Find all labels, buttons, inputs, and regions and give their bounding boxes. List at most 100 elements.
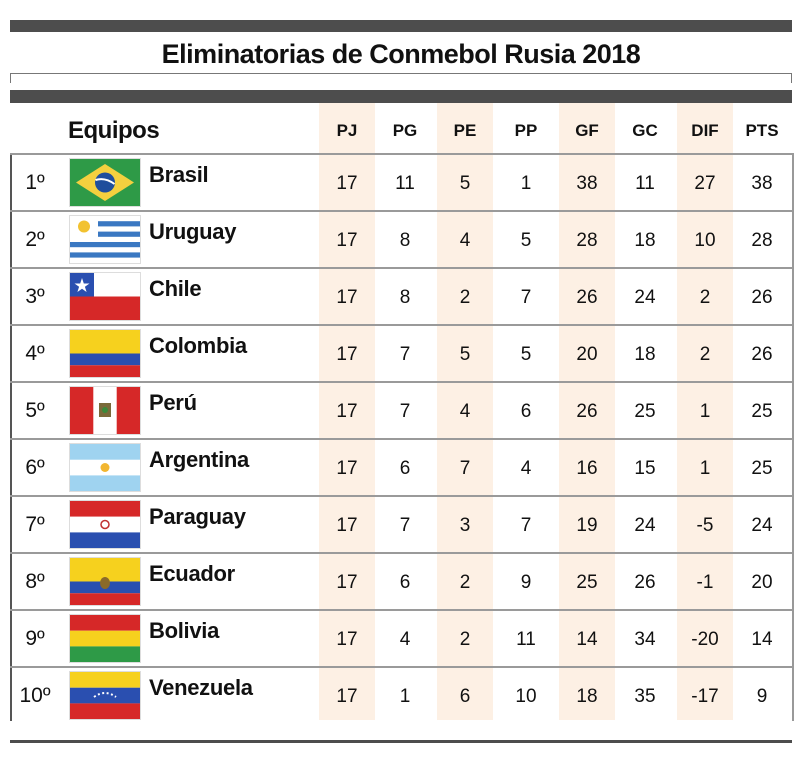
- cell-pj: 17: [336, 629, 358, 650]
- cell-gf: 14: [576, 629, 598, 650]
- bolivia-flag-icon: [70, 615, 140, 662]
- cell-gf: 26: [576, 401, 598, 422]
- table-row: 4º Colombia 17 7 5 5 20 18 2 26: [10, 324, 792, 381]
- row-divider: [10, 552, 792, 554]
- cell-gc: 15: [634, 458, 656, 479]
- table-row: 10º Venezuela 17 1 6 10 18 35 -17 9: [10, 666, 792, 723]
- row-divider: [10, 381, 792, 383]
- cell-pts: 14: [751, 629, 773, 650]
- position-rank: 2º: [25, 228, 45, 251]
- cell-pg: 11: [395, 173, 415, 194]
- row-divider: [10, 609, 792, 611]
- cell-gc: 11: [635, 173, 655, 194]
- table-row: 3º Chile 17 8 2 7 26 24 2 26: [10, 267, 792, 324]
- cell-dif: 10: [694, 230, 716, 251]
- cell-pts: 26: [751, 344, 773, 365]
- cell-gf: 28: [576, 230, 598, 251]
- cell-pts: 28: [751, 230, 773, 251]
- cell-dif: -20: [691, 629, 719, 650]
- row-divider: [10, 324, 792, 326]
- cell-pp: 4: [520, 458, 532, 479]
- cell-pe: 2: [459, 287, 471, 308]
- equipos-header: Equipos: [68, 117, 160, 144]
- column-header-gc: GC: [632, 121, 658, 140]
- team-name: Paraguay: [149, 504, 246, 529]
- cell-pg: 8: [399, 230, 411, 251]
- cell-gc: 35: [634, 686, 656, 707]
- cell-pts: 25: [751, 401, 773, 422]
- table-row: 5º Perú 17 7 4 6 26 25 1 25: [10, 381, 792, 438]
- cell-pp: 6: [520, 401, 532, 422]
- cell-gf: 20: [576, 344, 598, 365]
- column-header-dif: DIF: [691, 121, 719, 140]
- position-rank: 10º: [19, 684, 51, 707]
- position-rank: 4º: [25, 342, 45, 365]
- cell-pj: 17: [336, 287, 358, 308]
- uruguay-flag-icon: [70, 216, 140, 263]
- table-row: 9º Bolivia 17 4 2 11 14 34 -20 14: [10, 609, 792, 666]
- cell-dif: 2: [699, 287, 711, 308]
- cell-pg: 7: [399, 344, 411, 365]
- cell-gc: 24: [634, 515, 656, 536]
- cell-dif: 1: [699, 458, 711, 479]
- colombia-flag-icon: [70, 330, 140, 377]
- cell-dif: 1: [699, 401, 711, 422]
- position-rank: 7º: [25, 513, 45, 536]
- peru-flag-icon: [70, 387, 140, 434]
- cell-pe: 7: [459, 458, 471, 479]
- column-header-gf: GF: [575, 121, 599, 140]
- cell-pg: 7: [399, 401, 411, 422]
- table-row: 8º Ecuador 17 6 2 9 25 26 -1 20: [10, 552, 792, 609]
- cell-pe: 4: [459, 401, 471, 422]
- team-name: Bolivia: [149, 618, 220, 643]
- cell-pp: 7: [520, 287, 532, 308]
- cell-gc: 26: [634, 572, 656, 593]
- column-header-pg: PG: [392, 121, 418, 140]
- team-name: Argentina: [149, 447, 249, 472]
- row-divider: [10, 666, 792, 668]
- table-row: 2º Uruguay 17 8 4 5 28 18 10 28: [10, 210, 792, 267]
- argentina-flag-icon: [70, 444, 140, 491]
- cell-pe: 6: [459, 686, 471, 707]
- shaded-column-pj: [319, 103, 375, 720]
- chile-flag-icon: [70, 273, 140, 320]
- cell-dif: -1: [696, 572, 714, 593]
- cell-pp: 5: [520, 344, 532, 365]
- cell-pp: 7: [520, 515, 532, 536]
- cell-pe: 5: [459, 344, 471, 365]
- table-row: 1º Brasil 17 11 5 1 38 11 27 38: [10, 153, 792, 210]
- cell-dif: 27: [694, 173, 716, 194]
- cell-gf: 16: [576, 458, 598, 479]
- team-name: Venezuela: [149, 675, 253, 700]
- cell-pe: 5: [459, 173, 471, 194]
- cell-pj: 17: [336, 401, 358, 422]
- row-divider: [10, 267, 792, 269]
- team-name: Brasil: [149, 162, 209, 187]
- team-name: Uruguay: [149, 219, 237, 244]
- team-name: Chile: [149, 276, 202, 301]
- cell-dif: -5: [696, 515, 714, 536]
- header-bar: [10, 90, 792, 103]
- table-frame: [10, 153, 794, 721]
- table-row: 7º Paraguay 17 7 3 7 19 24 -5 24: [10, 495, 792, 552]
- cell-pj: 17: [336, 572, 358, 593]
- paraguay-flag-icon: [70, 501, 140, 548]
- column-header-pe: PE: [453, 121, 477, 140]
- position-rank: 3º: [25, 285, 45, 308]
- row-divider: [10, 210, 792, 212]
- cell-pe: 3: [459, 515, 471, 536]
- cell-gf: 25: [576, 572, 598, 593]
- venezuela-flag-icon: [70, 672, 140, 719]
- cell-pp: 9: [520, 572, 532, 593]
- cell-gc: 34: [634, 629, 656, 650]
- table-title: Eliminatorias de Conmebol Rusia 2018: [161, 39, 641, 69]
- cell-pg: 1: [399, 686, 411, 707]
- cell-pj: 17: [336, 230, 358, 251]
- cell-gc: 18: [634, 344, 656, 365]
- position-rank: 5º: [25, 399, 45, 422]
- position-rank: 8º: [25, 570, 45, 593]
- cell-pj: 17: [336, 686, 358, 707]
- bottom-rule: [10, 740, 792, 743]
- cell-gf: 18: [576, 686, 598, 707]
- cell-pp: 10: [515, 686, 537, 707]
